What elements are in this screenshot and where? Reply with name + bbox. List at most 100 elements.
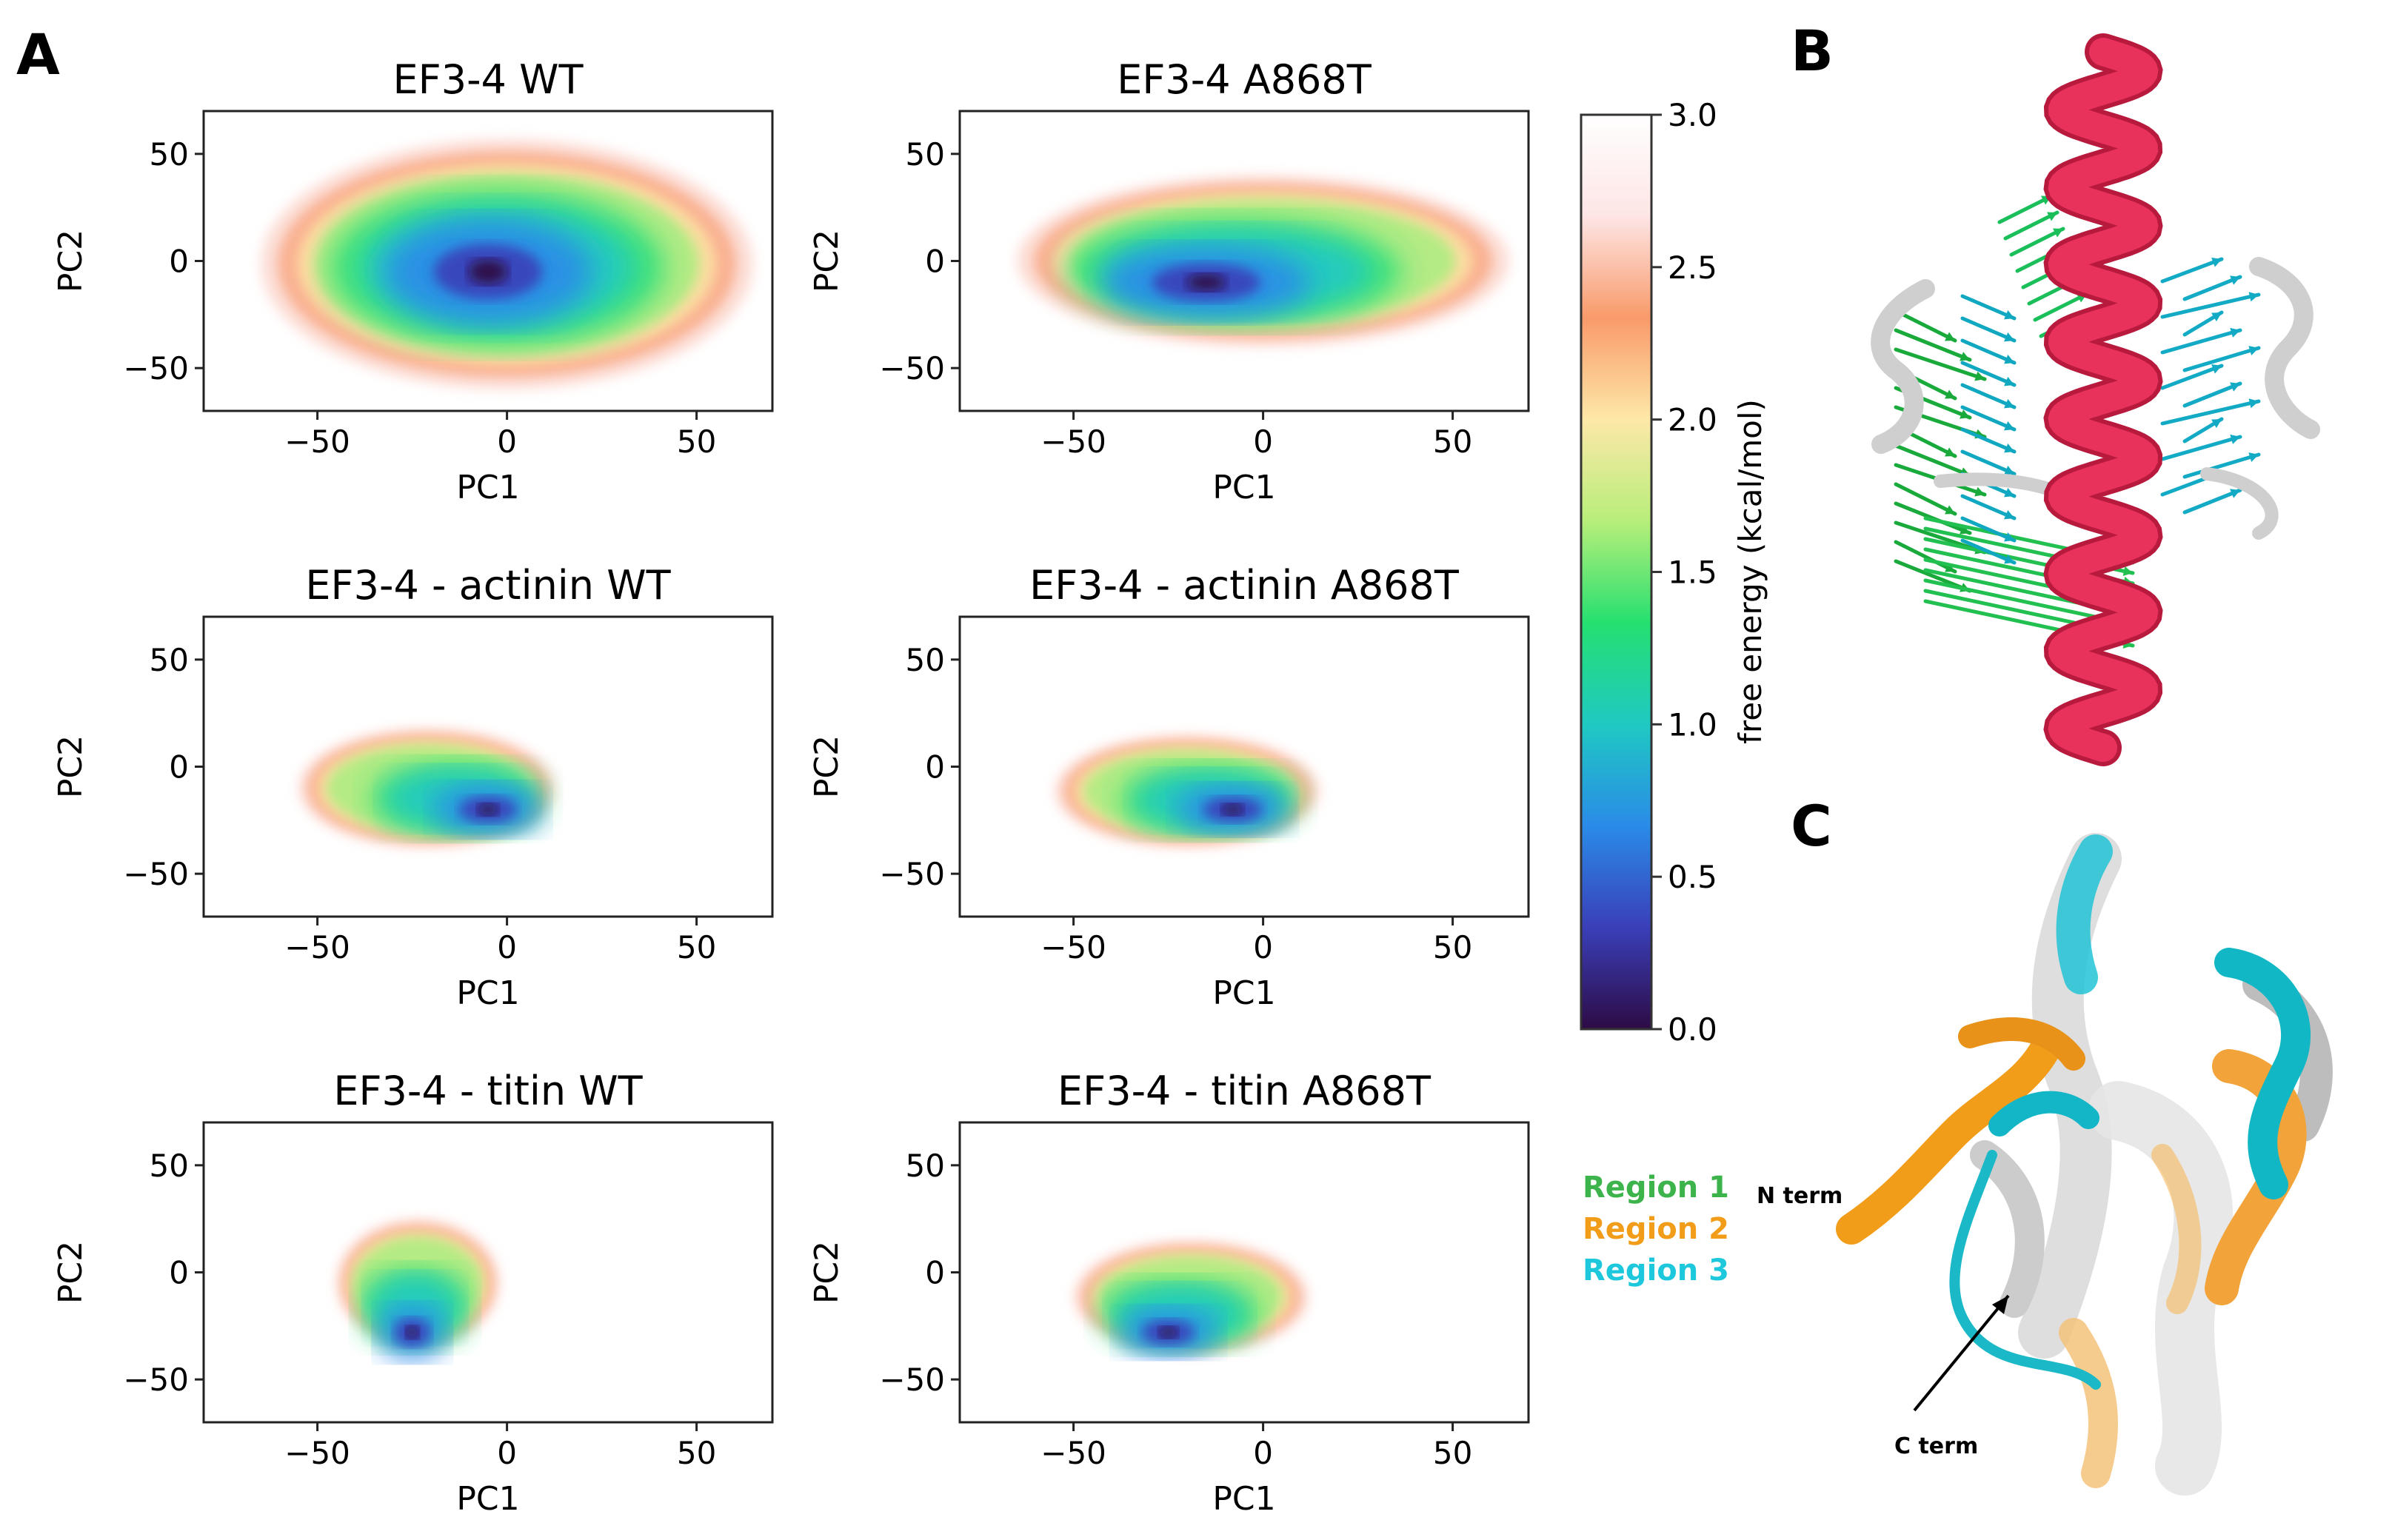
mode-arrow [2182,275,2242,301]
y-axis-label: PC2 [808,735,846,798]
mode-arrow [1960,494,2017,520]
y-axis-label: PC2 [808,1241,846,1304]
panel-c: C N term C term [1757,793,2333,1496]
x-tick-label: 0 [1253,424,1273,460]
panel-label-b: B [1791,18,1834,84]
density-field [1016,175,1510,347]
mode-arrow [2160,434,2242,461]
colorbar-bar [1580,113,1653,1031]
colorbar-tick-label: 2.0 [1668,402,1717,438]
mode-arrow [2182,488,2242,515]
heatmap-grid: EF3-4 WT −50 0 50 50 0 −50 PC1 PC2 EF3-4 A868T −50… [52,56,1530,1518]
x-axis-label: PC1 [1212,974,1275,1012]
y-tick-label: −50 [879,350,945,386]
mode-arrow [2182,381,2242,408]
x-tick-label: 50 [1433,929,1472,965]
density-blob [468,259,508,284]
density-blob [405,1325,419,1339]
x-tick-label: −50 [1040,929,1106,965]
x-axis-label: PC1 [456,469,519,506]
colorbar-tick-label: 1.0 [1668,706,1717,743]
colorbar: 0.0 0.5 1.0 1.5 2.0 2.5 3.0 free energy (kcal/… [1580,97,1768,1048]
heatmap-panel: EF3-4 - actinin WT −50 0 50 50 0 −50 PC1 PC2 [52,562,774,1012]
heatmap-panel: EF3-4 WT −50 0 50 50 0 −50 PC1 PC2 [52,56,774,506]
region-legend: Region 1 Region 2 Region 3 [1583,1171,1729,1288]
heatmap-panel: EF3-4 A868T −50 0 50 50 0 −50 PC1 PC2 [808,56,1530,506]
red-helix [2043,33,2163,766]
mode-arrow [1894,540,1957,574]
x-tick-label: 50 [677,1435,716,1471]
x-axis-label: PC1 [456,974,519,1012]
mode-arrow [2160,292,2261,319]
density-field [1055,734,1320,848]
panel-b: B [1791,18,2320,766]
chart-title: EF3-4 - titin WT [333,1068,643,1114]
y-tick-label: −50 [879,856,945,892]
region-3-label: Region 3 [1583,1253,1729,1288]
x-tick-label: −50 [284,1435,350,1471]
mode-arrow [1960,449,2017,476]
mode-arrow [2003,210,2059,241]
x-axis-label: PC1 [1212,1480,1275,1518]
chart-title: EF3-4 - titin A868T [1058,1068,1431,1114]
mode-arrow [2160,327,2242,355]
x-tick-label: 0 [497,424,517,460]
density-field [260,138,754,390]
chart-title: EF3-4 A868T [1117,56,1372,103]
y-tick-label: 50 [906,642,945,678]
mode-arrow [2182,452,2261,479]
mode-arrow [1894,328,1972,362]
y-axis-label: PC2 [52,735,90,798]
mode-arrow [2160,257,2224,284]
x-tick-label: −50 [284,424,350,460]
density-field [336,1219,500,1359]
chart-title: EF3-4 WT [393,56,584,103]
mode-arrow [1960,427,2017,454]
y-tick-label: 50 [906,1148,945,1184]
mode-arrow [1960,316,2017,343]
mode-arrow [1894,443,1972,478]
colorbar-tick-label: 0.0 [1668,1011,1717,1048]
density-field [298,728,557,848]
x-tick-label: 0 [497,1435,517,1471]
mode-arrow [1960,383,2017,409]
mode-arrow [2160,364,2224,390]
structure-cyan [1949,834,2311,1390]
helix-ribbon [2048,38,2159,762]
y-tick-label: 0 [925,1255,945,1291]
x-tick-label: 0 [497,929,517,965]
mode-arrow [2009,227,2065,257]
x-axis-label: PC1 [456,1480,519,1518]
panel-label-a: A [16,21,60,87]
colorbar-tick-label: 2.5 [1668,250,1717,286]
y-tick-label: −50 [123,856,189,892]
mode-arrow [2182,310,2224,337]
x-tick-label: −50 [1040,1435,1106,1471]
mode-arrow [1960,338,2017,365]
mode-arrow [1960,361,2017,387]
mode-arrow [2160,398,2261,426]
y-tick-label: 50 [150,136,189,173]
mode-arrow [1960,516,2017,543]
x-tick-label: −50 [284,929,350,965]
y-tick-label: 0 [169,749,189,786]
panel-a: A EF3-4 WT −50 0 50 50 0 −50 PC1 PC2 EF3-4 A868T −… [16,21,1530,1518]
y-tick-label: 0 [925,244,945,280]
y-tick-label: −50 [879,1362,945,1398]
density-blob [1186,273,1226,291]
mode-arrow [1894,309,1957,343]
x-tick-label: 50 [677,424,716,460]
x-axis-label: PC1 [1212,469,1275,506]
panel-label-c: C [1791,793,1832,859]
x-tick-label: 50 [1433,1435,1472,1471]
density-blob [478,803,498,816]
x-tick-label: 50 [1433,424,1472,460]
y-axis-label: PC2 [808,230,846,292]
mode-arrow [1960,294,2017,321]
y-axis-label: PC2 [52,1241,90,1304]
mode-arrow [1960,538,2017,565]
mode-arrow [2182,346,2261,372]
y-tick-label: 0 [169,1255,189,1291]
density-blob [1158,1326,1178,1339]
